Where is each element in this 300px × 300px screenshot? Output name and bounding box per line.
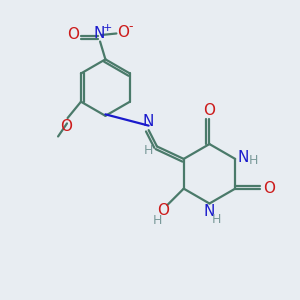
Text: H: H: [249, 154, 258, 167]
Text: +: +: [103, 23, 112, 33]
Text: H: H: [153, 214, 163, 227]
Text: N: N: [204, 204, 215, 219]
Text: O: O: [157, 203, 169, 218]
Text: N: N: [142, 114, 154, 129]
Text: O: O: [263, 181, 275, 196]
Text: N: N: [94, 26, 105, 41]
Text: O: O: [203, 103, 215, 118]
Text: O: O: [67, 27, 79, 42]
Text: O: O: [60, 119, 72, 134]
Text: N: N: [238, 150, 249, 165]
Text: H: H: [212, 213, 222, 226]
Text: -: -: [128, 20, 133, 34]
Text: H: H: [143, 144, 153, 158]
Text: O: O: [117, 25, 129, 40]
